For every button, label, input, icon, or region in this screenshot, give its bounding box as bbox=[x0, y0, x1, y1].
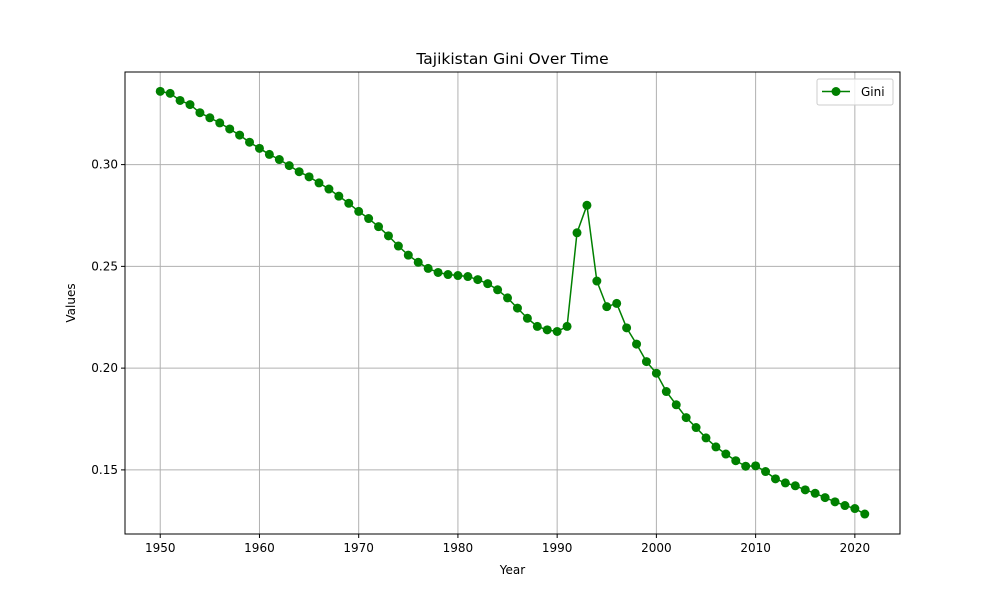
x-axis-label: Year bbox=[499, 563, 525, 577]
data-point bbox=[632, 339, 642, 349]
data-point bbox=[512, 303, 522, 313]
y-tick-label: 0.20 bbox=[91, 361, 118, 375]
data-point bbox=[721, 449, 731, 459]
data-point bbox=[651, 368, 661, 378]
data-point bbox=[185, 100, 195, 110]
data-point bbox=[344, 198, 354, 208]
data-point bbox=[761, 467, 771, 477]
x-tick-label: 1970 bbox=[343, 541, 374, 555]
data-point bbox=[840, 501, 850, 511]
data-point bbox=[453, 271, 463, 281]
data-point bbox=[393, 241, 403, 251]
data-point bbox=[790, 481, 800, 491]
data-point bbox=[522, 313, 532, 323]
data-point bbox=[691, 423, 701, 433]
plot-area-frame bbox=[124, 71, 901, 535]
data-point bbox=[592, 276, 602, 286]
data-point bbox=[681, 413, 691, 423]
data-point bbox=[780, 478, 790, 488]
x-tick-label: 1990 bbox=[542, 541, 573, 555]
data-point bbox=[294, 167, 304, 177]
data-point bbox=[602, 302, 612, 312]
y-axis-label: Values bbox=[64, 283, 78, 322]
data-point bbox=[493, 285, 503, 295]
x-tick-label: 2000 bbox=[641, 541, 672, 555]
data-point bbox=[463, 272, 473, 282]
data-point bbox=[820, 493, 830, 503]
data-point bbox=[423, 263, 433, 273]
data-point bbox=[810, 488, 820, 498]
data-point bbox=[770, 474, 780, 484]
data-point bbox=[304, 172, 314, 182]
data-point bbox=[225, 124, 235, 134]
data-point bbox=[741, 461, 751, 471]
y-tick-label: 0.30 bbox=[91, 158, 118, 172]
data-point bbox=[205, 113, 215, 123]
data-point bbox=[245, 137, 255, 147]
y-axis-ticks: 0.15 0.20 0.25 0.30 bbox=[91, 158, 125, 477]
data-point bbox=[830, 497, 840, 507]
x-tick-label: 1950 bbox=[145, 541, 176, 555]
data-point bbox=[443, 270, 453, 280]
data-point bbox=[175, 95, 185, 105]
legend-label-gini: Gini bbox=[861, 85, 885, 99]
chart-title: Tajikistan Gini Over Time bbox=[415, 50, 608, 68]
data-point bbox=[374, 222, 384, 232]
x-tick-label: 1960 bbox=[244, 541, 275, 555]
data-point bbox=[165, 88, 175, 98]
legend-box bbox=[816, 78, 894, 106]
data-point bbox=[354, 206, 364, 216]
x-tick-label: 2020 bbox=[840, 541, 871, 555]
data-point bbox=[612, 298, 622, 308]
data-point bbox=[215, 118, 225, 128]
y-tick-label: 0.15 bbox=[91, 463, 118, 477]
data-point bbox=[503, 293, 513, 303]
data-point bbox=[324, 184, 334, 194]
x-tick-label: 1980 bbox=[443, 541, 474, 555]
legend: Gini bbox=[816, 78, 894, 106]
y-tick-label: 0.25 bbox=[91, 259, 118, 273]
data-point bbox=[701, 433, 711, 443]
data-point bbox=[622, 323, 632, 333]
data-point bbox=[473, 275, 483, 285]
data-point bbox=[532, 321, 542, 331]
data-point bbox=[671, 400, 681, 410]
data-point bbox=[433, 267, 443, 277]
data-point bbox=[711, 442, 721, 452]
data-point bbox=[542, 325, 552, 335]
data-point bbox=[413, 257, 423, 267]
data-point bbox=[562, 321, 572, 331]
data-point bbox=[235, 130, 245, 140]
data-point bbox=[254, 143, 264, 153]
data-point bbox=[860, 509, 870, 519]
data-point bbox=[364, 214, 374, 224]
data-point bbox=[800, 485, 810, 495]
data-point bbox=[850, 504, 860, 514]
x-tick-label: 2010 bbox=[740, 541, 771, 555]
data-point bbox=[751, 461, 761, 471]
x-axis-ticks: 1950 1960 1970 1980 1990 2000 2010 2020 bbox=[145, 534, 870, 555]
data-point bbox=[274, 155, 284, 165]
data-point bbox=[552, 326, 562, 336]
data-point bbox=[195, 108, 205, 118]
data-point bbox=[572, 228, 582, 238]
data-point bbox=[155, 86, 165, 96]
data-point bbox=[641, 357, 651, 367]
data-point bbox=[264, 149, 274, 159]
data-point bbox=[403, 250, 413, 260]
grid bbox=[125, 72, 900, 534]
legend-marker-swatch bbox=[831, 87, 841, 96]
data-point bbox=[314, 178, 324, 188]
data-point bbox=[582, 200, 592, 210]
data-point bbox=[334, 191, 344, 201]
data-point bbox=[383, 231, 393, 241]
data-point bbox=[731, 456, 741, 466]
data-point bbox=[284, 161, 294, 171]
series-gini bbox=[155, 86, 870, 519]
data-point bbox=[661, 387, 671, 397]
data-point bbox=[483, 279, 493, 289]
